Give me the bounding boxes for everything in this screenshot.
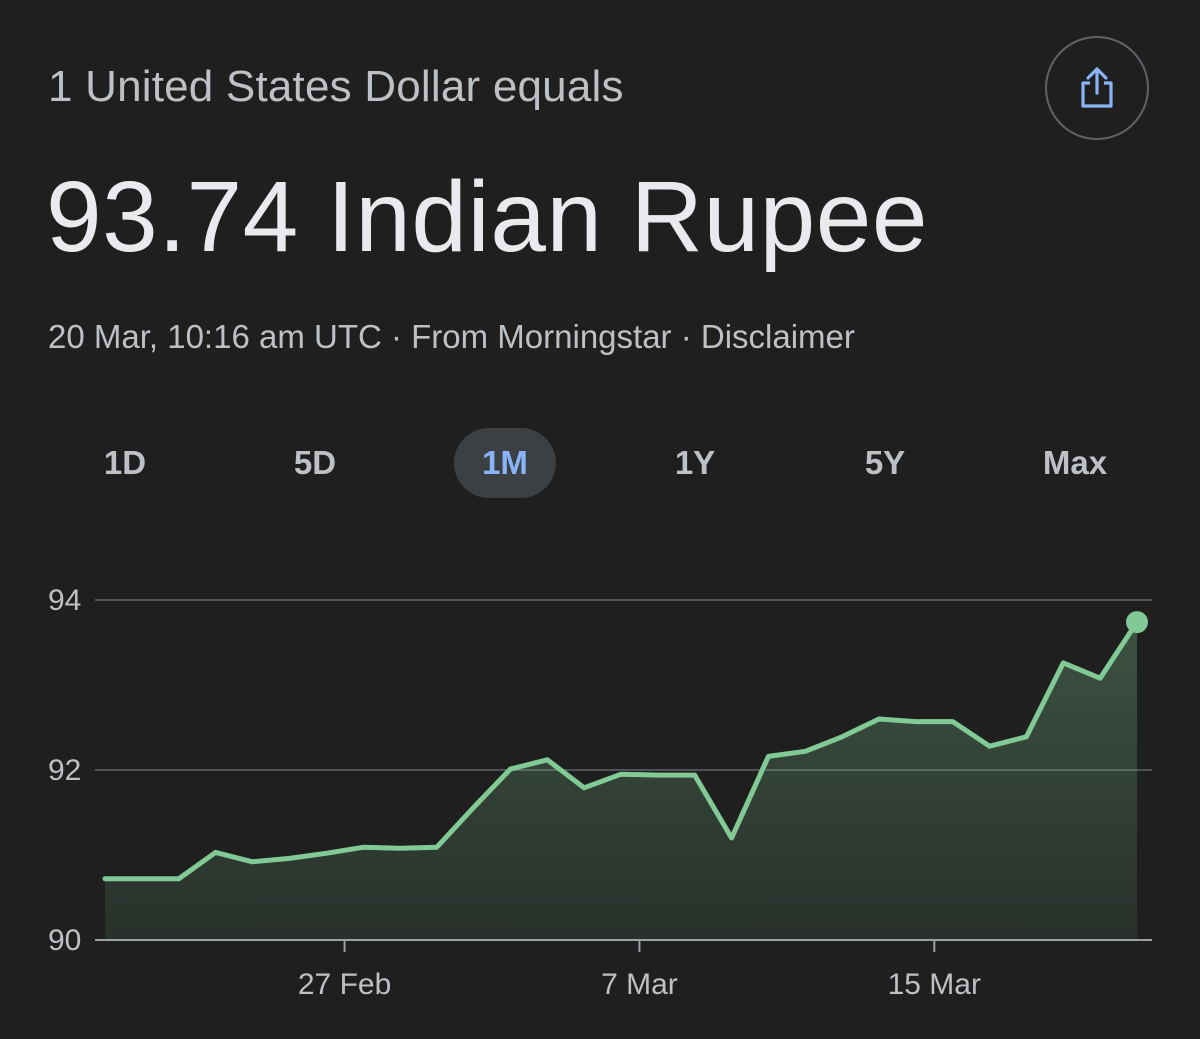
- y-tick-label: 94: [48, 584, 81, 617]
- range-1m[interactable]: 1M: [454, 428, 556, 498]
- y-tick-label: 92: [48, 754, 81, 787]
- y-tick-label: 90: [48, 924, 81, 957]
- separator: ·: [381, 318, 412, 355]
- range-5y[interactable]: 5Y: [864, 444, 906, 481]
- share-button[interactable]: [1045, 36, 1149, 140]
- range-1y[interactable]: 1Y: [674, 444, 716, 481]
- exchange-rate-value: 93.74 Indian Rupee: [46, 161, 928, 273]
- range-5d[interactable]: 5D: [293, 444, 337, 481]
- x-tick-label: 7 Mar: [601, 968, 678, 1001]
- range-max[interactable]: Max: [1042, 444, 1108, 481]
- x-tick-label: 15 Mar: [888, 968, 981, 1001]
- rate-meta-line: 20 Mar, 10:16 am UTC · From Morningstar …: [48, 318, 855, 356]
- x-tick-label: 27 Feb: [298, 968, 391, 1001]
- timestamp: 20 Mar, 10:16 am UTC: [48, 318, 382, 355]
- conversion-subtitle: 1 United States Dollar equals: [48, 62, 624, 111]
- source-link[interactable]: From Morningstar: [411, 318, 672, 355]
- latest-point-marker: [1126, 611, 1148, 634]
- range-1d[interactable]: 1D: [103, 444, 147, 481]
- share-icon: [1081, 67, 1113, 108]
- separator: ·: [671, 318, 701, 355]
- series-line: [102, 619, 1140, 882]
- time-range-selector: 1D 5D 1M 1Y 5Y Max: [0, 428, 1200, 498]
- area-fill: [105, 622, 1137, 940]
- disclaimer-link[interactable]: Disclaimer: [700, 318, 855, 355]
- exchange-rate-chart[interactable]: 90 92 94 27 Feb 7 Mar 15 Mar: [0, 560, 1200, 1039]
